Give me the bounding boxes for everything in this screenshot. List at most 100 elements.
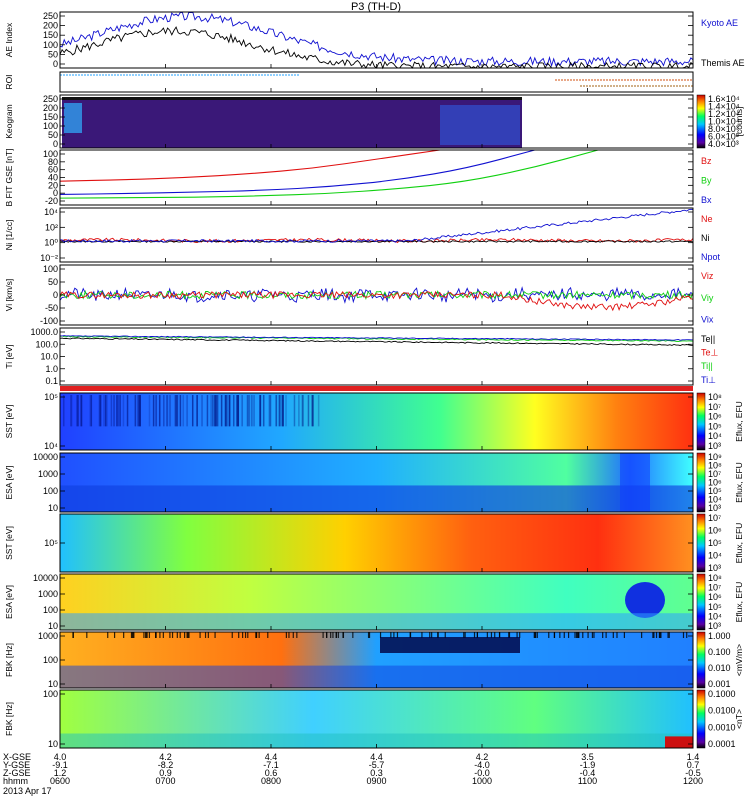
sst-noise-stripe: [226, 395, 228, 427]
fbk-gap-stripe: [548, 632, 550, 638]
fbk-gap-stripe: [464, 632, 466, 638]
fbk-gap-stripe: [591, 632, 594, 638]
ytick-label: 50: [48, 277, 58, 287]
fbk-gap-stripe: [473, 632, 476, 638]
sst-noise-stripe: [224, 395, 227, 427]
fbk-gap-stripe: [322, 632, 324, 638]
fbk-gap-stripe: [379, 632, 382, 638]
sst-noise-stripe: [220, 395, 223, 427]
fbk-gap-stripe: [516, 632, 518, 638]
legend-kyoto-ae: Kyoto AE: [701, 18, 738, 28]
fbk-gap-stripe: [535, 632, 537, 638]
colorbar-tick-label: 10⁹: [708, 452, 722, 462]
sst-noise-stripe: [76, 395, 78, 427]
plot-title: P3 (TH-D): [351, 1, 401, 13]
fbk-gap-stripe: [582, 632, 584, 638]
sst-noise-stripe: [247, 395, 249, 427]
sst-noise-stripe: [311, 395, 314, 427]
fbk-gap-stripe: [655, 632, 658, 638]
xaxis-value: -8.2: [158, 760, 174, 770]
fbk-gap-stripe: [242, 632, 244, 638]
esa-hole: [625, 582, 665, 618]
panel-ylabel-11: FBK [Hz]: [4, 643, 14, 677]
fbk-gap-stripe: [593, 632, 595, 638]
sst-noise-stripe: [113, 395, 115, 427]
colorbar-11: [696, 631, 706, 689]
fbk-gap-stripe: [533, 632, 535, 638]
colorbar-tick-label: 10⁶: [708, 412, 722, 422]
panel-ylabel-4: Ni [1/cc]: [4, 220, 14, 251]
sst-noise-stripe: [77, 395, 79, 427]
fbk-gap-stripe: [292, 632, 294, 638]
fbk-gap-stripe: [641, 632, 643, 638]
esa-low-energy-band: [60, 485, 693, 512]
colorbar-tick-label: 6.0×10³: [708, 132, 739, 142]
ytick-label: 10: [48, 739, 58, 749]
sst-noise-stripe: [80, 395, 83, 427]
sst-noise-stripe: [98, 395, 101, 427]
fbk-gap-stripe: [437, 632, 439, 638]
sst-noise-stripe: [175, 395, 178, 427]
sst-noise-stripe: [268, 395, 271, 427]
xaxis-value: 1000: [472, 776, 492, 786]
ytick-label: 150: [43, 30, 58, 40]
colorbar-tick-label: 1.4×10⁴: [708, 102, 740, 112]
fbk-gap-stripe: [660, 632, 662, 638]
colorbar-tick-label: 4.0×10³: [708, 139, 739, 149]
fbk-gap-stripe: [169, 632, 171, 638]
panel-ylabel-10: ESA [eV]: [4, 585, 14, 619]
fbk-gap-stripe: [214, 632, 216, 638]
sst-noise-stripe: [174, 395, 177, 427]
fbk-gap-stripe: [332, 632, 334, 638]
xaxis-row-label-y-gse: Y-GSE: [3, 760, 30, 770]
ytick-label: 0: [53, 188, 58, 198]
xaxis-value: 4.2: [476, 752, 489, 762]
ytick-label: 0: [53, 290, 58, 300]
fbk-gap-stripe: [72, 632, 74, 638]
sst-noise-stripe: [148, 395, 151, 427]
fbk-gap-stripe: [667, 632, 669, 638]
sst-noise-stripe: [241, 395, 243, 427]
colorbar-label-7: Eflux, EFU: [734, 401, 744, 442]
ytick-label: 10: [48, 679, 58, 689]
sst-noise-stripe: [182, 395, 185, 427]
ytick-label: 250: [43, 94, 58, 104]
xaxis-value: -0.0: [474, 768, 490, 778]
xaxis-value: 0800: [261, 776, 281, 786]
xaxis-value: 0900: [366, 776, 386, 786]
fbk-gap-stripe: [682, 632, 685, 638]
legend-viy: Viy: [701, 293, 714, 303]
ytick-label: 1000: [38, 469, 58, 479]
legend-ni: Ni: [701, 233, 710, 243]
fbk-gap-stripe: [519, 632, 521, 638]
fbk-gap-stripe: [686, 632, 688, 638]
fbk-gap-stripe: [146, 632, 148, 638]
xaxis-value: 0.9: [159, 768, 172, 778]
ytick-label: 10000: [33, 573, 58, 583]
panel-ylabel-6: Ti [eV]: [4, 344, 14, 368]
colorbar-tick-label: 0.0100: [708, 706, 736, 716]
colorbar-tick-label: 10⁷: [708, 583, 721, 593]
sst-noise-stripe: [216, 395, 219, 427]
fbk-gap-stripe: [616, 632, 618, 638]
ytick-label: 0: [53, 59, 58, 69]
legend-vix: Vix: [701, 315, 714, 325]
fbk-gap-stripe: [605, 632, 607, 638]
fbk-gap-stripe: [162, 632, 164, 638]
sst-noise-stripe: [307, 395, 310, 427]
colorbar-tick-label: 10⁴: [708, 551, 722, 561]
colorbar-tick-label: 10⁸: [708, 573, 722, 583]
ytick-label: 80: [48, 157, 58, 167]
fbk-gap-stripe: [576, 632, 579, 638]
legend-te-: Te||: [701, 334, 715, 344]
ae-themis-line: [59, 26, 694, 70]
plot-date: 2013 Apr 17: [3, 786, 52, 796]
fbk-gap-stripe: [238, 632, 240, 638]
fbk-gap-stripe: [132, 632, 134, 638]
sst-noise-stripe: [269, 395, 272, 427]
fbk-gap-stripe: [499, 632, 501, 638]
colorbar-tick-label: 0.100: [708, 647, 731, 657]
ytick-label: 100: [43, 689, 58, 699]
xaxis-value: 1.4: [687, 752, 700, 762]
fbk-gap-stripe: [148, 632, 151, 638]
